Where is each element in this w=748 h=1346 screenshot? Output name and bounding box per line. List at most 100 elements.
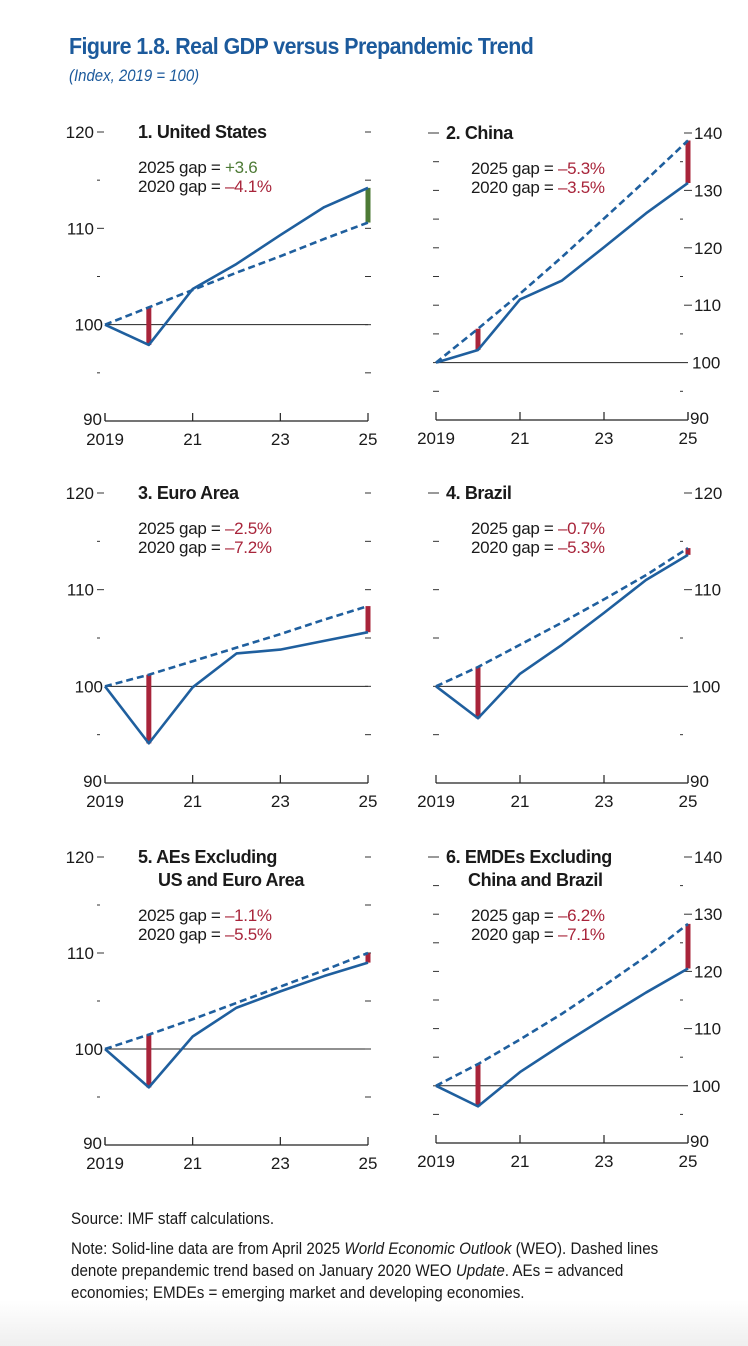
figure-subtitle: (Index, 2019 = 100) [69,66,200,85]
figure-notes: Source: IMF staff calculations. Note: So… [71,1208,697,1304]
x-tick-label: 2019 [417,792,455,811]
y-tick-label: 110 [694,581,721,600]
gap-annotation: 2020 gap = –7.2% [138,538,272,557]
actual-line [435,553,689,720]
source-note: Source: IMF staff calculations. [71,1210,275,1228]
trend-line [435,547,689,688]
y-tick-label: 100 [692,354,720,373]
y-tick-label: 90 [690,1132,709,1151]
gap-value: –7.2% [225,538,272,557]
note-part: World Economic Outlook [344,1240,512,1258]
gap-annotation: 2025 gap = –6.2% [471,906,605,925]
panel-title: 4. Brazil [446,483,511,503]
actual-line [435,181,689,364]
x-tick-label: 23 [271,430,290,449]
y-tick-label: 120 [694,962,722,981]
gap-value: –5.3% [558,538,605,557]
x-tick-label: 23 [271,792,290,811]
figure-title: Figure 1.8. Real GDP versus Prepandemic … [69,33,534,59]
x-tick-label: 21 [183,430,202,449]
gap-label: 2025 gap = [138,906,225,925]
gap-label: 2025 gap = [138,158,225,177]
trend-line [104,221,369,326]
y-tick-label: 110 [67,581,94,600]
gap-value: –7.1% [558,925,605,944]
gap-annotation: 2025 gap = –2.5% [138,519,272,538]
gap-annotation: 2025 gap = –0.7% [471,519,605,538]
gap-label: 2025 gap = [138,519,225,538]
x-tick-label: 25 [359,792,378,811]
trend-line [104,604,369,688]
x-tick-label: 2019 [417,429,455,448]
y-tick-label: 90 [83,410,102,429]
chart-panel-1: 2019 21 23 25 90 100 110 120 1. United States 202… [66,122,378,449]
note-text: Note: Solid-line data are from April 202… [71,1238,697,1304]
gap-annotation: 2020 gap = –3.5% [471,178,605,197]
note-part: Note: Solid-line data are from April 202… [71,1240,345,1258]
x-tick-label: 21 [183,792,202,811]
panel-title: 2. China [446,123,514,143]
trend-line [435,922,689,1087]
y-tick-label: 130 [694,181,722,200]
x-tick-label: 21 [511,792,530,811]
gap-annotation: 2020 gap = –4.1% [138,177,272,196]
panel-title: US and Euro Area [158,870,305,890]
y-tick-label: 110 [694,296,721,315]
note-part: Update [455,1262,505,1280]
x-tick-label: 25 [359,430,378,449]
y-tick-label: 110 [67,944,94,963]
panel-title: 3. Euro Area [138,483,240,503]
y-tick-label: 130 [694,905,722,924]
panel-title: 1. United States [138,122,267,142]
gap-value: –1.1% [225,906,272,925]
x-tick-label: 25 [679,1152,698,1171]
gap-label: 2020 gap = [138,177,225,196]
y-tick-label: 120 [66,848,94,867]
gap-value: –5.5% [225,925,272,944]
panel-title: China and Brazil [468,870,603,890]
gap-value: –4.1% [225,177,272,196]
gap-label: 2020 gap = [471,178,558,197]
y-tick-label: 100 [75,316,103,335]
gap-label: 2020 gap = [138,925,225,944]
y-tick-label: 100 [692,677,720,696]
gap-annotation: 2025 gap = –5.3% [471,159,605,178]
y-tick-label: 90 [690,772,709,791]
gap-value: –3.5% [558,178,605,197]
y-tick-label: 100 [75,677,103,696]
x-tick-label: 25 [679,792,698,811]
x-tick-label: 21 [511,429,530,448]
x-tick-label: 25 [679,429,698,448]
x-tick-label: 21 [511,1152,530,1171]
y-tick-label: 120 [694,239,722,258]
y-tick-label: 120 [66,123,94,142]
gap-label: 2020 gap = [471,925,558,944]
y-tick-label: 140 [694,848,722,867]
y-tick-label: 90 [690,409,709,428]
gap-label: 2020 gap = [138,538,225,557]
y-tick-label: 90 [83,1134,102,1153]
y-tick-label: 110 [694,1020,721,1039]
gap-value: –0.7% [558,519,605,538]
actual-line [104,961,369,1089]
gap-value: –2.5% [225,519,272,538]
y-tick-label: 140 [694,124,722,143]
chart-panel-3: 2019 21 23 25 90 100 110 120 3. Euro Area 2025 ga… [66,483,378,811]
x-tick-label: 23 [271,1154,290,1173]
x-tick-label: 2019 [86,792,124,811]
note-part: (WEO). Dashed lines denote prepandemic t… [71,1240,659,1280]
gap-label: 2025 gap = [471,519,558,538]
x-tick-label: 2019 [86,430,124,449]
gap-annotation: 2025 gap = –1.1% [138,906,272,925]
y-tick-label: 120 [66,484,94,503]
gap-annotation: 2025 gap = +3.6 [138,158,257,177]
x-tick-label: 21 [183,1154,202,1173]
y-tick-label: 100 [75,1040,103,1059]
gap-value: –5.3% [558,159,605,178]
gap-value: +3.6 [225,158,257,177]
x-tick-label: 23 [595,792,614,811]
